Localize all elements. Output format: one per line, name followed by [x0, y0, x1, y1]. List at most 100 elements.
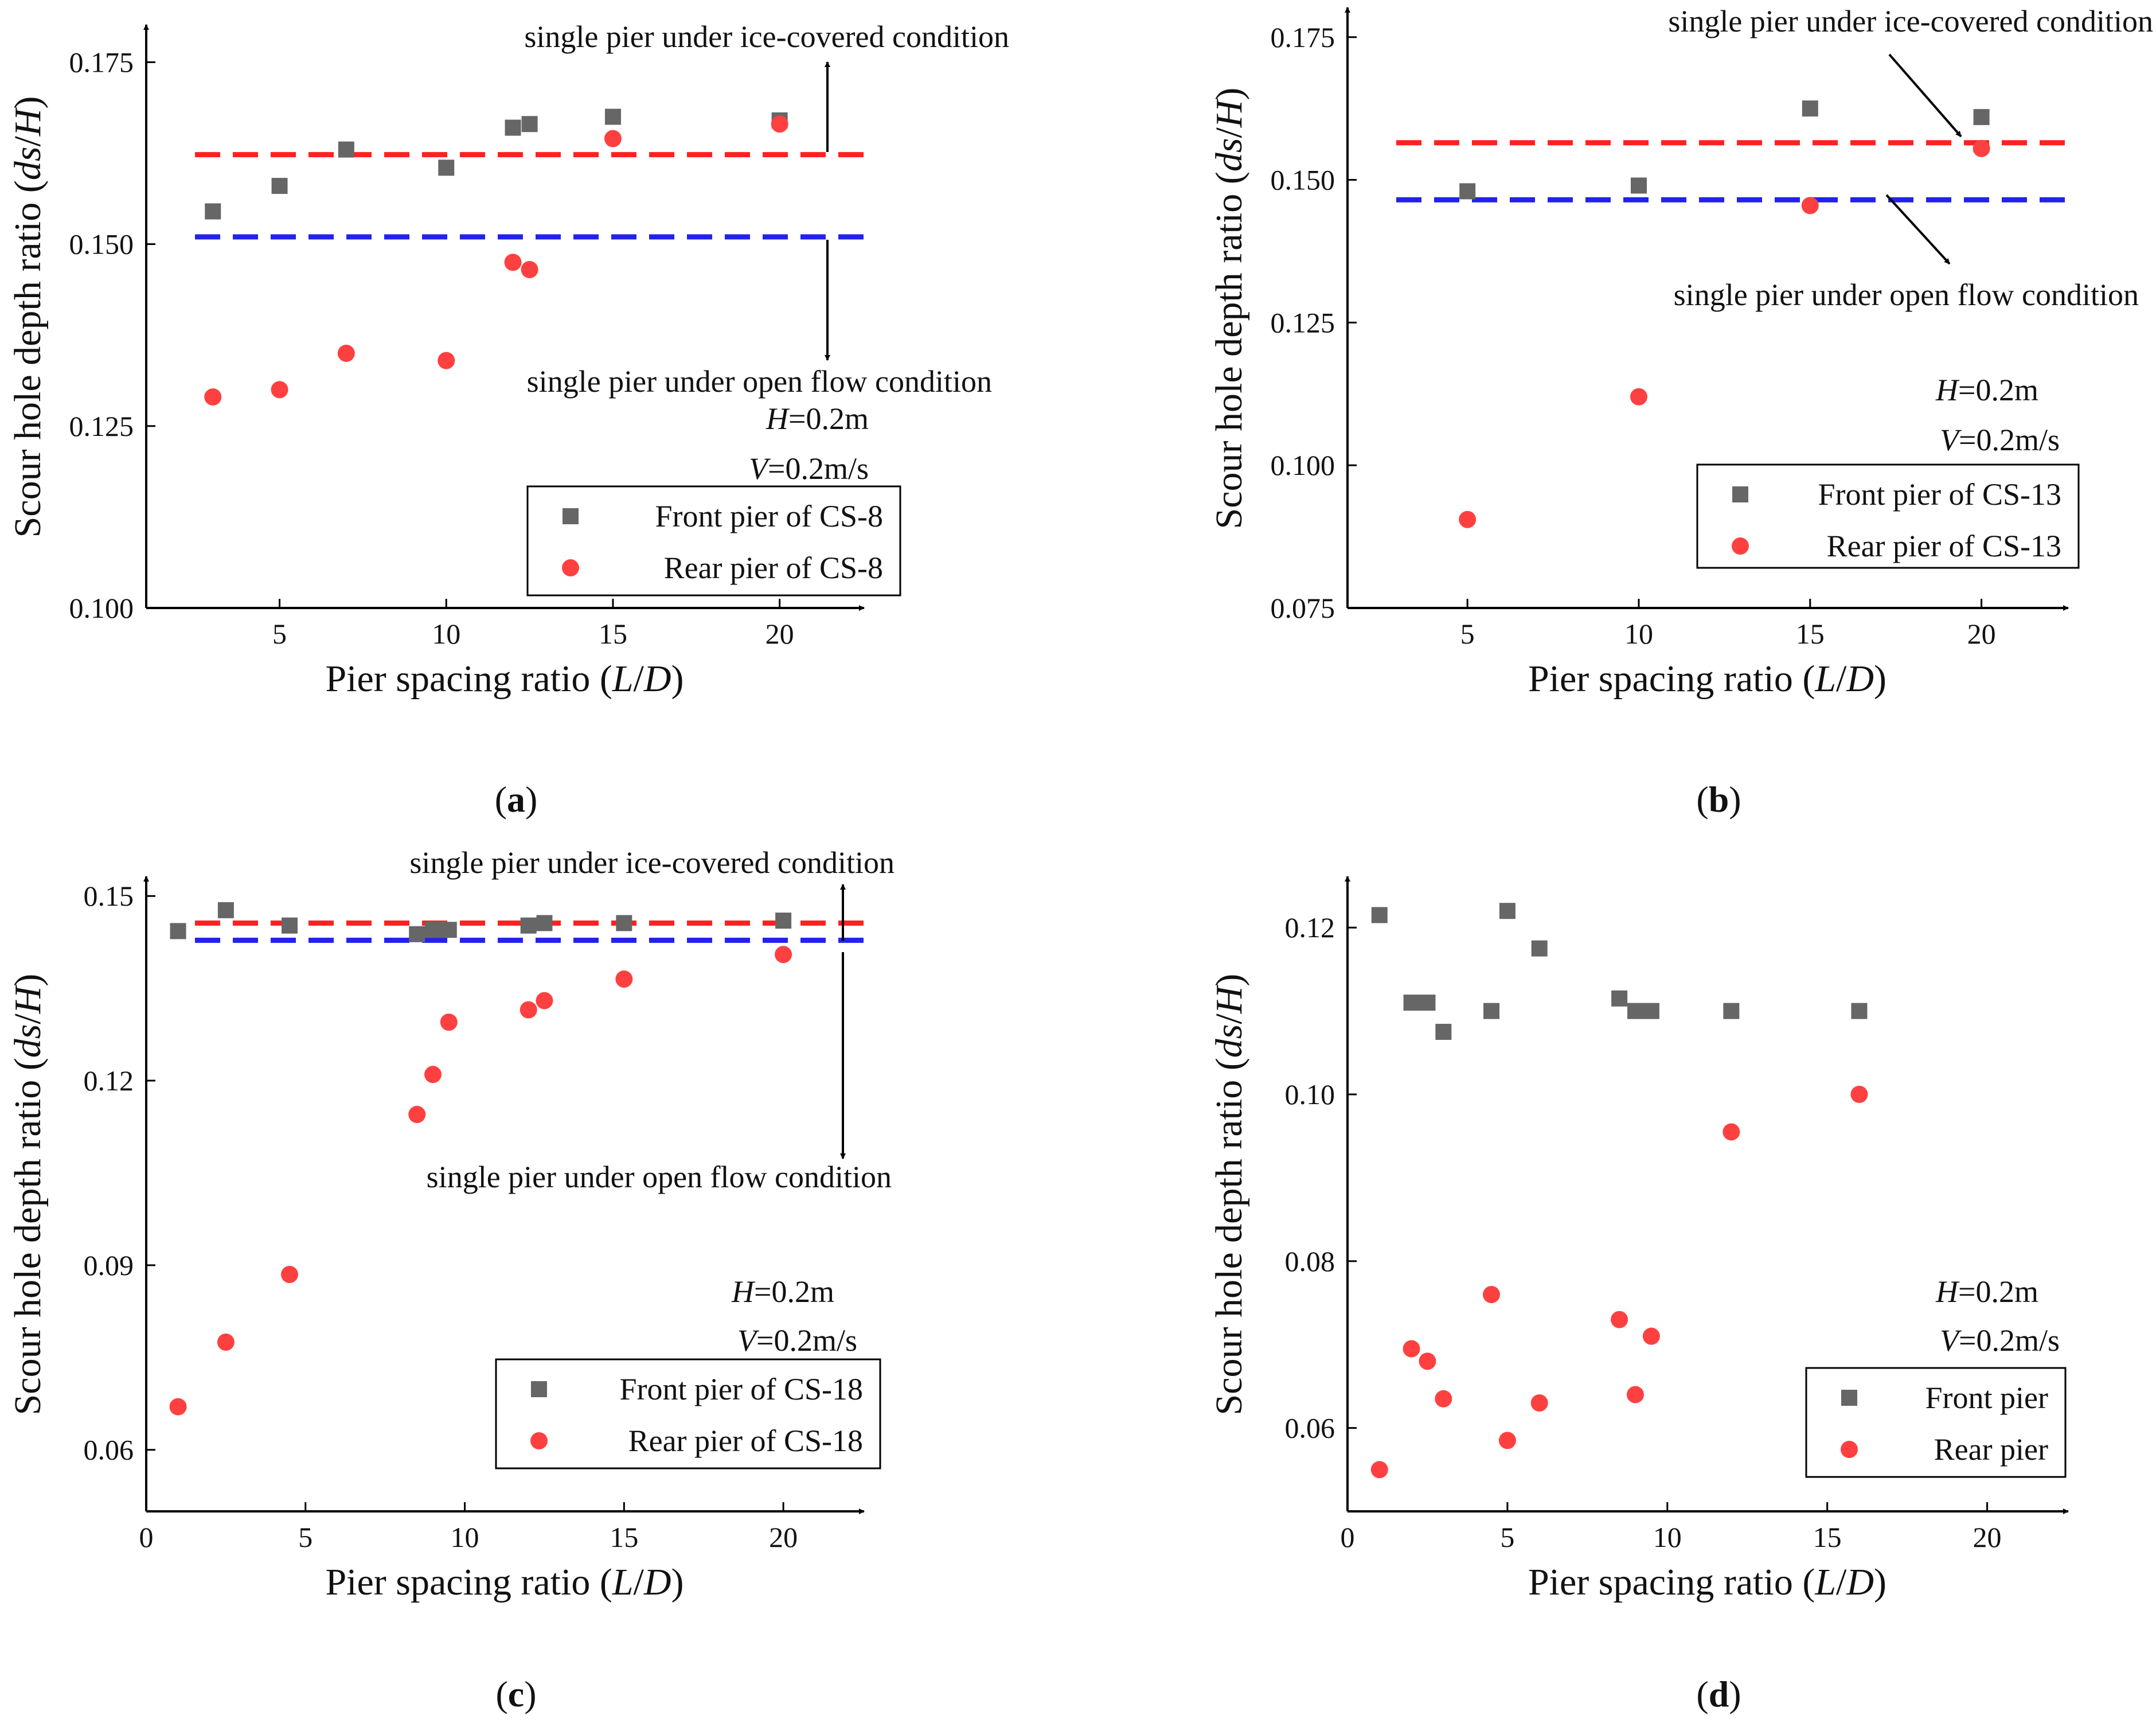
rear-pier-point	[1419, 1352, 1436, 1370]
y-tick-label: 0.12	[84, 1065, 134, 1097]
ice-covered-label: single pier under ice-covered condition	[409, 845, 895, 880]
rear-pier-point	[438, 352, 455, 369]
front-pier-point	[1531, 940, 1548, 957]
rear-pier-point	[775, 946, 792, 964]
x-tick-label: 0	[1341, 1521, 1355, 1553]
legend-entry: Front pier of CS-8	[655, 499, 884, 533]
front-pier-point	[282, 917, 298, 934]
open-flow-label: single pier under open flow condition	[427, 1160, 892, 1194]
legend-square-marker	[1732, 486, 1748, 502]
rear-pier-point	[1801, 197, 1819, 215]
front-pier-point	[1483, 1003, 1499, 1019]
y-axis-label: Scour hole depth ratio (ds/H)	[7, 96, 49, 538]
front-pier-point	[1499, 903, 1516, 919]
rear-pier-point	[615, 970, 633, 988]
y-tick-label: 0.075	[1271, 592, 1335, 624]
rear-pier-point	[204, 388, 222, 406]
panel-caption: (a)	[495, 779, 538, 820]
rear-pier-point	[1630, 388, 1647, 406]
open-flow-label: single pier under open flow condition	[1674, 278, 2139, 312]
front-pier-point	[1403, 995, 1420, 1011]
y-axis-label: Scour hole depth ratio (ds/H)	[7, 974, 49, 1416]
front-pier-point	[505, 119, 521, 136]
rear-pier-point	[1483, 1285, 1500, 1303]
legend-box	[526, 485, 901, 597]
rear-pier-point	[271, 381, 288, 399]
panel-a: 5 10 15 20 0.100 0.125 0.150 0.175 Pier spacing …	[7, 20, 1009, 820]
rear-pier-point	[1973, 139, 1990, 157]
y-tick-label: 0.100	[69, 592, 134, 624]
open-flow-arrow	[1885, 194, 1951, 265]
rear-pier-point	[169, 1398, 187, 1416]
rear-pier-point	[536, 992, 553, 1009]
depth-annotation: H=0.2m	[765, 401, 869, 436]
y-tick-label: 0.125	[1271, 306, 1335, 338]
front-pier-point	[1973, 109, 1990, 126]
front-pier-point	[520, 917, 537, 934]
rear-pier-point	[217, 1333, 235, 1351]
legend-circle-marker	[1841, 1441, 1858, 1458]
x-tick-label: 15	[610, 1521, 638, 1553]
front-pier-point	[338, 141, 354, 158]
x-tick-label: 10	[1624, 618, 1653, 650]
legend-entry: Rear pier	[1934, 1432, 2048, 1467]
front-pier-point	[616, 915, 632, 931]
front-pier-point	[1630, 177, 1647, 194]
rear-pier-point	[408, 1106, 426, 1124]
front-pier-point	[1851, 1003, 1868, 1019]
y-axis-label: Scour hole depth ratio (ds/H)	[1208, 974, 1250, 1416]
legend-square-marker	[563, 508, 579, 524]
x-axis-label: Pier spacing ratio (L/D)	[1528, 658, 1886, 700]
y-tick-label: 0.175	[1271, 21, 1335, 53]
rear-pier-point	[1530, 1394, 1548, 1412]
front-pier-point	[440, 922, 457, 938]
front-pier-point	[1643, 1003, 1659, 1019]
front-pier-point	[1459, 183, 1476, 200]
x-tick-label: 5	[298, 1521, 313, 1553]
x-tick-label: 15	[1796, 618, 1825, 650]
y-tick-label: 0.10	[1285, 1078, 1335, 1110]
rear-pier-point	[520, 1001, 537, 1019]
front-pier-point	[1611, 990, 1628, 1007]
y-tick-label: 0.150	[69, 228, 134, 260]
rear-pier-point	[504, 254, 522, 271]
rear-pier-point	[1723, 1123, 1740, 1141]
legend-circle-marker	[562, 559, 579, 576]
y-tick-label: 0.15	[84, 880, 134, 912]
x-axis-label: Pier spacing ratio (L/D)	[1528, 1561, 1886, 1603]
rear-pier-point	[337, 344, 355, 362]
front-pier-point	[536, 915, 553, 931]
front-pier-point	[1802, 100, 1818, 117]
front-pier-point	[205, 203, 221, 220]
rear-pier-point	[1459, 510, 1477, 528]
legend-circle-marker	[530, 1432, 548, 1449]
rear-pier-point	[1435, 1390, 1452, 1408]
front-pier-point	[271, 178, 288, 194]
rear-pier-point	[440, 1013, 458, 1031]
legend-box	[1696, 463, 2080, 569]
rear-pier-point	[1403, 1340, 1420, 1358]
legend-entry: Front pier of CS-18	[620, 1372, 864, 1406]
front-pier-point	[604, 108, 621, 125]
panel-caption: (b)	[1696, 779, 1741, 820]
front-pier-point	[775, 913, 792, 929]
panel-c: 0 5 10 15 20 0.06 0.09 0.12 0.15 Pier spacing rat…	[7, 845, 895, 1714]
rear-pier-point	[521, 261, 538, 279]
front-pier-point	[170, 923, 186, 940]
panel-b: 5 10 15 20 0.075 0.100 0.125 0.150 0.175 Pier spa…	[1208, 4, 2153, 820]
velocity-annotation: V=0.2m/s	[749, 451, 869, 486]
y-tick-label: 0.175	[69, 46, 134, 78]
rear-pier-point	[604, 130, 622, 147]
velocity-annotation: V=0.2m/s	[737, 1323, 857, 1358]
y-tick-label: 0.100	[1271, 449, 1335, 481]
velocity-annotation: V=0.2m/s	[1940, 423, 2060, 457]
x-tick-label: 20	[1967, 618, 1996, 650]
rear-pier-point	[1642, 1327, 1660, 1345]
x-tick-label: 0	[139, 1521, 154, 1553]
y-axis-label: Scour hole depth ratio (ds/H)	[1208, 88, 1250, 529]
rear-pier-point	[771, 115, 788, 133]
front-pier-point	[425, 922, 441, 938]
rear-pier-point	[1498, 1432, 1516, 1449]
rear-pier-point	[1627, 1386, 1644, 1404]
front-pier-point	[1419, 995, 1436, 1011]
